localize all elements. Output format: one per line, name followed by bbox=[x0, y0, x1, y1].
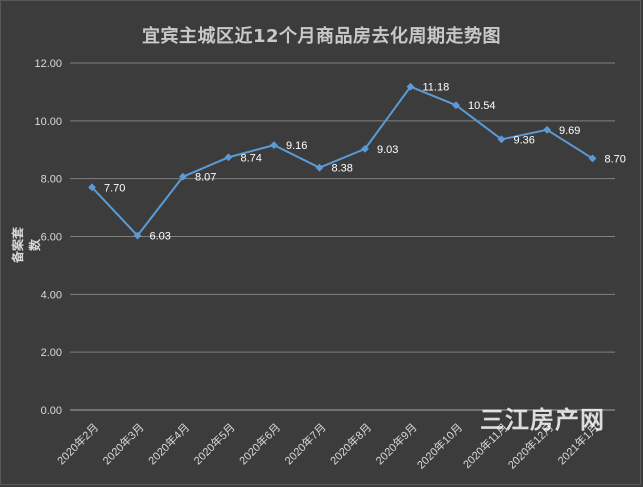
series-line bbox=[91, 85, 594, 237]
data-label: 10.54 bbox=[468, 100, 496, 112]
x-tick-label: 2020年9月 bbox=[373, 420, 420, 467]
chart-title: 宜宾主城区近12个月商品房去化周期走势图 bbox=[141, 26, 502, 47]
data-point-marker bbox=[224, 153, 233, 162]
x-tick-label: 2020年2月 bbox=[54, 420, 101, 467]
data-point-marker bbox=[133, 231, 142, 240]
x-tick-label: 2020年4月 bbox=[145, 420, 192, 467]
data-label: 8.07 bbox=[195, 172, 216, 184]
data-label: 8.70 bbox=[605, 153, 626, 165]
data-point-marker bbox=[361, 144, 369, 153]
data-point-marker bbox=[543, 125, 551, 134]
x-tick-label: 2020年5月 bbox=[191, 420, 238, 467]
data-label: 6.03 bbox=[150, 231, 171, 243]
data-label: 9.69 bbox=[559, 125, 580, 137]
data-label: 8.38 bbox=[332, 163, 353, 175]
data-label: 11.18 bbox=[423, 82, 450, 94]
y-tick-label: 2.00 bbox=[41, 347, 62, 359]
data-label: 7.70 bbox=[104, 182, 125, 194]
data-point-marker bbox=[588, 154, 597, 163]
data-point-marker bbox=[452, 101, 460, 110]
y-tick-label: 6.00 bbox=[41, 232, 62, 244]
data-point-marker bbox=[88, 183, 96, 192]
data-label: 8.74 bbox=[241, 152, 262, 164]
data-point-marker bbox=[497, 135, 506, 144]
data-label: 9.16 bbox=[286, 140, 307, 152]
x-tick-label: 2020年6月 bbox=[236, 420, 283, 467]
data-point-marker bbox=[315, 163, 324, 172]
data-point-marker bbox=[270, 141, 278, 150]
data-label: 9.03 bbox=[377, 144, 398, 156]
data-point-marker bbox=[406, 82, 415, 91]
y-tick-label: 10.00 bbox=[34, 116, 62, 128]
x-tick-label: 2020年3月 bbox=[100, 420, 147, 467]
y-tick-label: 8.00 bbox=[41, 174, 62, 186]
watermark: 三江房产网 bbox=[480, 406, 605, 434]
data-point-marker bbox=[179, 172, 187, 181]
data-label: 9.36 bbox=[514, 134, 535, 146]
y-tick-label: 12.00 bbox=[34, 58, 62, 70]
x-tick-label: 2020年7月 bbox=[282, 420, 329, 467]
y-tick-label: 0.00 bbox=[41, 405, 62, 417]
x-tick-label: 2020年10月 bbox=[414, 420, 465, 471]
x-tick-label: 2020年8月 bbox=[327, 420, 374, 467]
y-tick-label: 4.00 bbox=[41, 289, 62, 301]
